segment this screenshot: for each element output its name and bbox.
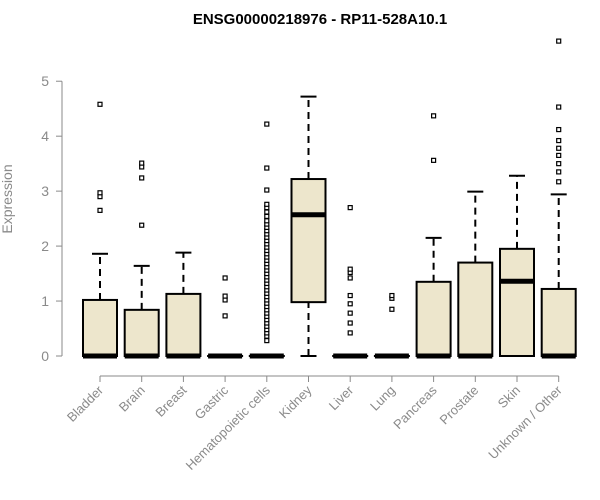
box-hematopoietic-cells — [248, 121, 285, 359]
outlier-point — [347, 266, 353, 272]
outlier-point — [556, 179, 562, 185]
outlier-point — [556, 126, 562, 133]
outlier-point — [264, 338, 270, 344]
box-body — [123, 308, 160, 357]
outlier-point — [347, 275, 353, 281]
outlier-point — [264, 209, 270, 215]
box-pancreas — [415, 113, 452, 359]
x-tick-label: Kidney — [276, 382, 315, 421]
box-lung — [373, 292, 410, 359]
box-bladder — [82, 101, 118, 359]
x-tick-label: Gastric — [192, 382, 232, 422]
outlier-point — [222, 293, 228, 299]
outlier-point — [556, 38, 562, 44]
outlier-point — [97, 207, 103, 213]
outlier-point — [97, 101, 103, 107]
box-body — [457, 261, 494, 357]
outlier-point — [97, 190, 103, 196]
box-body — [290, 178, 327, 304]
x-tick-label: Lung — [367, 383, 398, 414]
outlier-point — [347, 310, 353, 316]
box-body — [540, 287, 577, 357]
outlier-point — [264, 121, 270, 127]
outlier-point — [264, 165, 270, 171]
outlier-point — [347, 301, 353, 307]
box-unknown-other — [540, 38, 577, 359]
x-tick-label: Brain — [116, 383, 148, 415]
outlier-point — [556, 169, 562, 175]
box-body — [499, 247, 535, 357]
y-tick-label: 5 — [41, 73, 49, 89]
outlier-point — [431, 113, 437, 119]
x-tick-label: Pancreas — [390, 382, 440, 432]
y-axis-label: Expression — [0, 164, 15, 233]
box-body — [415, 280, 452, 357]
outlier-point — [389, 306, 395, 312]
x-tick-label: Breast — [152, 382, 189, 419]
outlier-point — [431, 157, 437, 163]
outlier-point — [347, 205, 353, 211]
y-tick-label: 3 — [41, 183, 49, 199]
x-tick-label: Skin — [495, 383, 523, 411]
box-breast — [165, 251, 202, 359]
outlier-point — [556, 145, 562, 151]
outlier-point — [556, 152, 562, 159]
outlier-point — [139, 175, 145, 181]
outlier-point — [556, 104, 562, 110]
outlier-point — [222, 275, 228, 281]
y-tick-label: 1 — [41, 293, 49, 309]
box-liver — [332, 205, 369, 359]
y-tick-label: 4 — [41, 128, 49, 144]
x-tick-label: Unknown / Other — [485, 382, 565, 462]
outlier-point — [264, 218, 270, 224]
box-skin — [499, 174, 535, 357]
outlier-point — [347, 292, 353, 299]
box-gastric — [207, 275, 244, 359]
box-brain — [123, 160, 160, 359]
box-body — [165, 292, 202, 358]
outlier-point — [222, 313, 228, 319]
y-tick-label: 0 — [41, 348, 49, 364]
outlier-point — [139, 160, 145, 166]
outlier-point — [264, 187, 270, 193]
outlier-point — [139, 222, 145, 228]
outlier-point — [556, 161, 562, 167]
outlier-point — [264, 213, 270, 220]
outlier-point — [264, 201, 270, 207]
x-tick-label: Bladder — [64, 382, 107, 425]
x-tick-label: Liver — [326, 382, 357, 413]
box-body — [82, 298, 118, 357]
outlier-point — [347, 330, 353, 336]
outlier-point — [347, 320, 353, 326]
outlier-point — [556, 137, 562, 144]
x-tick-label: Prostate — [437, 383, 482, 428]
box-prostate — [457, 190, 494, 359]
outlier-point — [389, 292, 395, 299]
y-tick-label: 2 — [41, 238, 49, 254]
y-axis: 0 1 2 3 4 5 — [41, 73, 63, 364]
box-series — [82, 38, 577, 359]
box-kidney — [290, 95, 327, 357]
chart-title: ENSG00000218976 - RP11-528A10.1 — [193, 11, 447, 28]
